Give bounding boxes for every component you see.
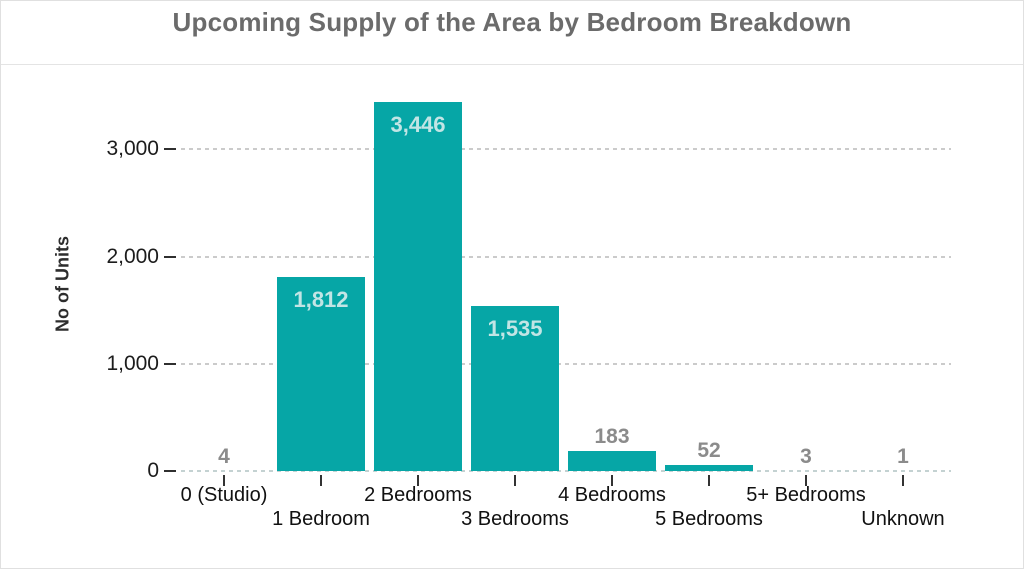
x-axis-label: 5 Bedrooms	[655, 508, 763, 530]
y-tick-mark	[164, 255, 176, 258]
bar-4-bedrooms[interactable]	[568, 451, 656, 471]
bar-1-bedroom[interactable]	[277, 277, 365, 471]
y-tick-label: 2,000	[106, 244, 159, 268]
bar-value-label: 1,812	[293, 287, 349, 312]
x-tick-mark	[320, 475, 322, 486]
x-tick-mark	[417, 475, 419, 486]
chart-title: Upcoming Supply of the Area by Bedroom B…	[172, 7, 852, 37]
bar-value-label: 183	[594, 425, 630, 448]
y-tick-mark	[164, 362, 176, 365]
x-axis-label: 5+ Bedrooms	[746, 484, 866, 506]
x-tick-mark	[902, 475, 904, 486]
x-tick-mark	[514, 475, 516, 486]
y-gridline	[181, 470, 951, 472]
x-tick-mark	[611, 475, 613, 486]
y-gridline	[181, 362, 951, 365]
y-tick-mark	[164, 470, 176, 472]
bar-value-label: 52	[697, 439, 721, 462]
x-axis-label: 2 Bedrooms	[364, 484, 472, 506]
x-tick-mark	[805, 475, 807, 486]
x-tick-mark	[708, 475, 710, 486]
chart-header: Upcoming Supply of the Area by Bedroom B…	[1, 1, 1023, 65]
bar-value-label: 1	[897, 445, 909, 468]
bar-value-label: 3	[800, 445, 812, 468]
x-axis-label: 3 Bedrooms	[461, 508, 569, 530]
y-tick-label: 3,000	[106, 137, 159, 161]
x-axis-label: Unknown	[861, 508, 945, 530]
bar-value-label: 4	[218, 445, 230, 468]
bar-2-bedrooms[interactable]	[374, 102, 462, 471]
x-axis-label: 0 (Studio)	[180, 484, 268, 506]
y-gridline	[181, 148, 951, 151]
bar-value-label: 3,446	[390, 112, 446, 137]
bar-value-label: 1,535	[487, 316, 543, 341]
y-tick-mark	[164, 148, 176, 151]
bar-5-bedrooms[interactable]	[665, 465, 753, 471]
y-tick-label: 0	[147, 459, 159, 482]
y-tick-label: 1,000	[106, 351, 159, 375]
x-tick-mark	[223, 475, 225, 486]
bar-3-bedrooms[interactable]	[471, 306, 559, 471]
y-gridline	[181, 255, 951, 258]
x-axis-label: 1 Bedroom	[272, 508, 370, 530]
x-axis-label: 4 Bedrooms	[558, 484, 666, 506]
